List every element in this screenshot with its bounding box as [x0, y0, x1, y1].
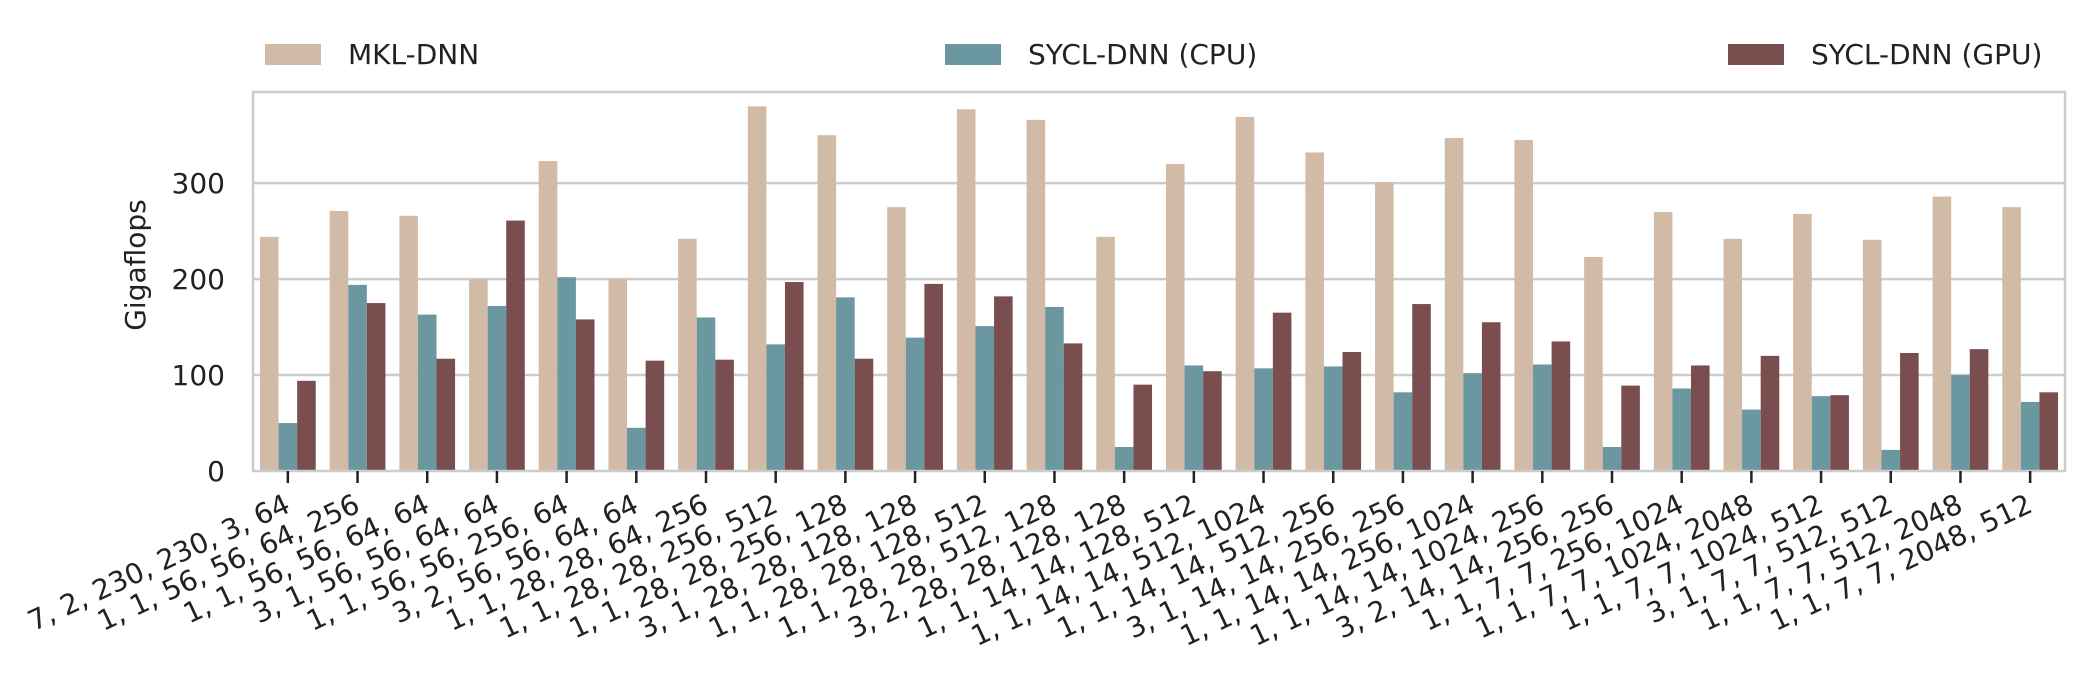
y-tick-label: 200 — [172, 263, 225, 296]
bar — [1133, 384, 1153, 471]
bar — [627, 427, 646, 471]
bar — [1444, 138, 1464, 471]
bar — [696, 317, 716, 471]
bar — [259, 236, 279, 471]
bar — [1881, 449, 1901, 471]
bar — [836, 297, 855, 471]
bar — [1393, 392, 1413, 471]
bar — [417, 314, 437, 471]
bar — [1026, 119, 1046, 471]
bar — [1203, 371, 1222, 471]
bar — [1375, 182, 1394, 471]
legend-swatch — [1728, 44, 1784, 65]
bar — [975, 326, 995, 471]
bar — [278, 423, 298, 471]
bar — [905, 337, 925, 471]
bar — [1723, 238, 1743, 471]
bar — [506, 220, 525, 471]
bar — [366, 303, 386, 471]
bar — [487, 305, 507, 471]
bar — [1900, 352, 1919, 471]
bar — [1830, 395, 1849, 471]
bar — [747, 106, 767, 471]
y-tick-label: 100 — [172, 359, 225, 392]
bar — [887, 207, 906, 471]
y-axis-ticks: 0 100 200 300 — [172, 167, 225, 488]
bar — [1811, 396, 1831, 471]
bar — [1602, 447, 1622, 471]
bar — [608, 279, 628, 471]
legend-label: SYCL-DNN (GPU) — [1811, 38, 2042, 71]
bar — [1045, 306, 1064, 471]
bar — [817, 135, 837, 471]
bar — [2020, 401, 2040, 471]
bar — [1114, 447, 1134, 471]
bar — [1969, 349, 1989, 471]
bar — [1184, 365, 1204, 471]
bar — [1653, 211, 1673, 471]
legend-item: SYCL-DNN (CPU) — [945, 38, 1257, 71]
bar — [2039, 392, 2059, 471]
bar — [1463, 373, 1482, 471]
y-axis-label: Gigaflops — [119, 199, 152, 331]
bar — [1690, 365, 1710, 471]
bar — [645, 360, 665, 471]
bar — [678, 238, 697, 471]
bar — [1932, 196, 1952, 471]
legend-label: SYCL-DNN (CPU) — [1028, 38, 1257, 71]
bar — [2002, 207, 2021, 471]
bar — [1063, 343, 1083, 471]
bar — [1514, 139, 1534, 471]
bar — [1235, 116, 1255, 471]
bar — [1323, 366, 1343, 471]
legend-label: MKL-DNN — [348, 38, 479, 71]
legend-item: SYCL-DNN (GPU) — [1728, 38, 2042, 71]
bar — [297, 380, 316, 471]
bar — [1951, 375, 1970, 471]
bar — [1096, 236, 1115, 471]
bar — [1672, 388, 1691, 471]
bar — [538, 161, 558, 471]
bar — [784, 281, 804, 471]
y-tick-label: 300 — [172, 167, 225, 200]
bar — [329, 210, 349, 472]
bar — [854, 358, 874, 471]
bar — [1742, 409, 1761, 471]
bar — [1342, 352, 1362, 471]
bar — [557, 277, 576, 471]
bar — [575, 319, 595, 471]
legend-item: MKL-DNN — [265, 38, 479, 71]
bar — [1793, 213, 1812, 472]
bar — [1254, 368, 1273, 471]
bar — [1533, 364, 1552, 471]
bar — [348, 284, 367, 471]
bar — [715, 359, 734, 471]
bar — [956, 109, 976, 472]
bar — [1551, 341, 1571, 471]
bar — [1412, 304, 1431, 471]
bar — [1862, 239, 1882, 471]
bar — [994, 296, 1013, 471]
bar — [1760, 355, 1780, 471]
bar — [766, 344, 785, 471]
bar — [436, 358, 456, 471]
plot-frame — [251, 90, 2067, 473]
bar — [399, 215, 418, 471]
bars — [259, 106, 2059, 472]
legend: MKL-DNN SYCL-DNN (CPU) SYCL-DNN (GPU) — [265, 38, 2042, 71]
bar — [1621, 385, 1640, 471]
x-axis-ticks: 7, 2, 230, 230, 3, 641, 1, 56, 56, 64, 2… — [23, 471, 2037, 653]
legend-swatch — [945, 44, 1001, 65]
bar — [1165, 163, 1185, 471]
legend-swatch — [265, 44, 321, 65]
bar — [924, 283, 943, 471]
bar — [1272, 312, 1292, 471]
y-tick-label: 0 — [207, 455, 225, 488]
bar — [469, 279, 488, 471]
bar — [1305, 152, 1324, 471]
bar — [1584, 257, 1603, 471]
bar — [1481, 322, 1501, 471]
